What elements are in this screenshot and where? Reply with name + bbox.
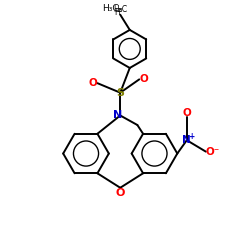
Text: H: H [114,8,120,17]
Text: O: O [140,74,148,84]
Text: +: + [188,132,194,140]
Text: N: N [113,110,122,120]
Text: O: O [116,188,125,198]
Text: H₃C: H₃C [102,4,119,14]
Text: H₃C: H₃C [113,6,127,15]
Text: O⁻: O⁻ [205,146,220,156]
Text: O: O [182,108,191,118]
Text: S: S [116,88,124,98]
Text: O: O [88,78,97,88]
Text: N: N [182,135,191,145]
Text: 3: 3 [118,8,122,13]
